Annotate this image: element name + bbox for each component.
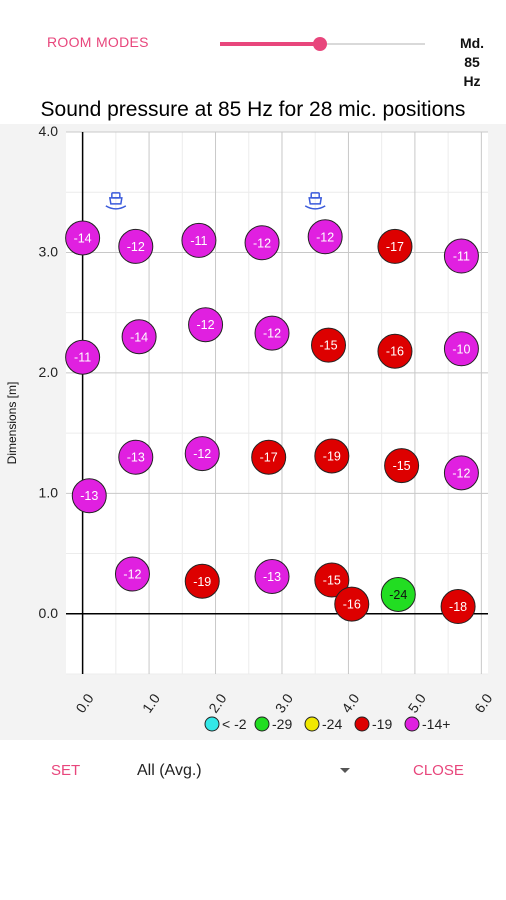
legend-label: -29 (272, 716, 292, 732)
close-button[interactable]: CLOSE (413, 762, 464, 779)
slider-thumb[interactable] (313, 37, 328, 51)
point-value-label: -13 (127, 451, 145, 465)
legend-swatch (254, 716, 270, 732)
y-tick-label: 3.0 (39, 243, 59, 259)
point-value-label: -24 (389, 588, 407, 602)
measurement-point[interactable] (65, 220, 101, 256)
measurement-point[interactable] (314, 562, 350, 598)
legend-swatch (404, 716, 420, 732)
measurement-point[interactable] (377, 228, 413, 264)
point-value-label: -11 (190, 234, 207, 248)
legend-swatch (354, 716, 370, 732)
x-tick-label: 4.0 (338, 690, 362, 715)
slider-track-fill (220, 42, 321, 46)
dropdown-arrow-icon (340, 768, 350, 773)
legend-swatch (204, 716, 220, 732)
point-value-label: -13 (263, 570, 281, 584)
point-value-label: -11 (74, 351, 91, 365)
set-button[interactable]: SET (51, 762, 81, 779)
measurement-point[interactable] (384, 448, 420, 484)
measurement-point[interactable] (443, 331, 479, 367)
point-value-label: -14 (74, 231, 92, 245)
measurement-point[interactable] (71, 478, 107, 514)
chart-area: 0.0 1.0 2.0 3.0 4.0 0.0 1.0 2.0 3.0 4.0 5.0 6.0 Dime… (0, 124, 506, 740)
point-value-label: -13 (80, 489, 98, 503)
bottom-bar: SET All (Avg.) CLOSE (0, 740, 506, 800)
measurement-point[interactable] (251, 439, 287, 475)
y-axis-label: Dimensions [m] (5, 382, 19, 465)
point-value-label: -12 (127, 240, 145, 254)
measurement-point[interactable] (121, 319, 157, 355)
chart-title: Sound pressure at 85 Hz for 28 mic. posi… (40, 98, 466, 121)
top-bar: ROOM MODES Md. 85 Hz (0, 0, 506, 96)
measurement-point[interactable] (311, 327, 347, 363)
point-value-label: -12 (316, 230, 334, 244)
measurement-point[interactable] (244, 225, 280, 261)
speaker-icon (105, 192, 127, 210)
legend-label: -19 (372, 716, 392, 732)
measurement-point[interactable] (440, 589, 476, 625)
legend-label: < -2 (222, 716, 247, 732)
point-value-label: -18 (449, 600, 467, 614)
measurement-point[interactable] (118, 228, 154, 264)
y-tick-label: 2.0 (39, 364, 59, 380)
source-select[interactable]: All (Avg.) (130, 754, 360, 786)
scatter-chart: 0.0 1.0 2.0 3.0 4.0 0.0 1.0 2.0 3.0 4.0 5.0 6.0 Dime… (5, 124, 496, 732)
point-value-label: -12 (197, 318, 215, 332)
x-tick-label: 0.0 (72, 690, 96, 715)
measurement-point[interactable] (118, 439, 154, 475)
point-value-label: -12 (193, 447, 211, 461)
measurement-point[interactable] (254, 558, 290, 594)
y-tick-label: 4.0 (39, 124, 59, 139)
measurement-point[interactable] (65, 339, 101, 375)
room-modes-button[interactable]: ROOM MODES (47, 34, 149, 50)
measurement-point[interactable] (114, 556, 150, 592)
mode-slider[interactable] (220, 32, 425, 56)
x-tick-label: 5.0 (405, 690, 429, 715)
legend-label: -14+ (422, 716, 450, 732)
point-value-label: -11 (453, 250, 470, 264)
measurement-point[interactable] (334, 586, 370, 622)
measurement-point[interactable] (307, 219, 343, 255)
mode-frequency-label: Md. 85 Hz (459, 35, 485, 89)
point-value-label: -12 (452, 466, 470, 480)
measurement-point[interactable] (377, 333, 413, 369)
point-value-label: -10 (452, 342, 470, 356)
measurement-point[interactable] (254, 315, 290, 351)
measurement-point[interactable] (380, 577, 416, 613)
legend-swatch (304, 716, 320, 732)
point-value-label: -19 (193, 575, 211, 589)
point-value-label: -16 (386, 345, 404, 359)
point-value-label: -12 (123, 568, 141, 582)
point-value-label: -12 (263, 327, 281, 341)
measurement-point[interactable] (181, 222, 217, 258)
x-tick-label: 1.0 (139, 690, 163, 715)
measurement-point[interactable] (443, 455, 479, 491)
speaker-icon (304, 192, 326, 210)
measurement-point[interactable] (314, 438, 350, 474)
measurement-point[interactable] (443, 238, 479, 274)
x-tick-label: 2.0 (205, 690, 229, 715)
measurement-point[interactable] (184, 436, 220, 472)
source-select-value: All (Avg.) (137, 762, 202, 779)
measurement-point[interactable] (188, 307, 224, 343)
y-tick-label: 0.0 (39, 605, 59, 621)
point-value-label: -17 (386, 240, 404, 254)
point-value-label: -16 (343, 598, 361, 612)
point-value-label: -14 (130, 330, 148, 344)
point-value-label: -12 (253, 236, 271, 250)
x-tick-label: 3.0 (272, 690, 296, 715)
point-value-label: -17 (260, 451, 278, 465)
measurement-point[interactable] (184, 563, 220, 599)
legend-label: -24 (322, 716, 342, 732)
x-tick-label: 6.0 (471, 690, 495, 715)
y-tick-label: 1.0 (39, 484, 59, 500)
point-value-label: -15 (319, 339, 337, 353)
point-value-label: -15 (323, 574, 341, 588)
point-value-label: -15 (393, 459, 411, 473)
point-value-label: -19 (323, 449, 341, 463)
